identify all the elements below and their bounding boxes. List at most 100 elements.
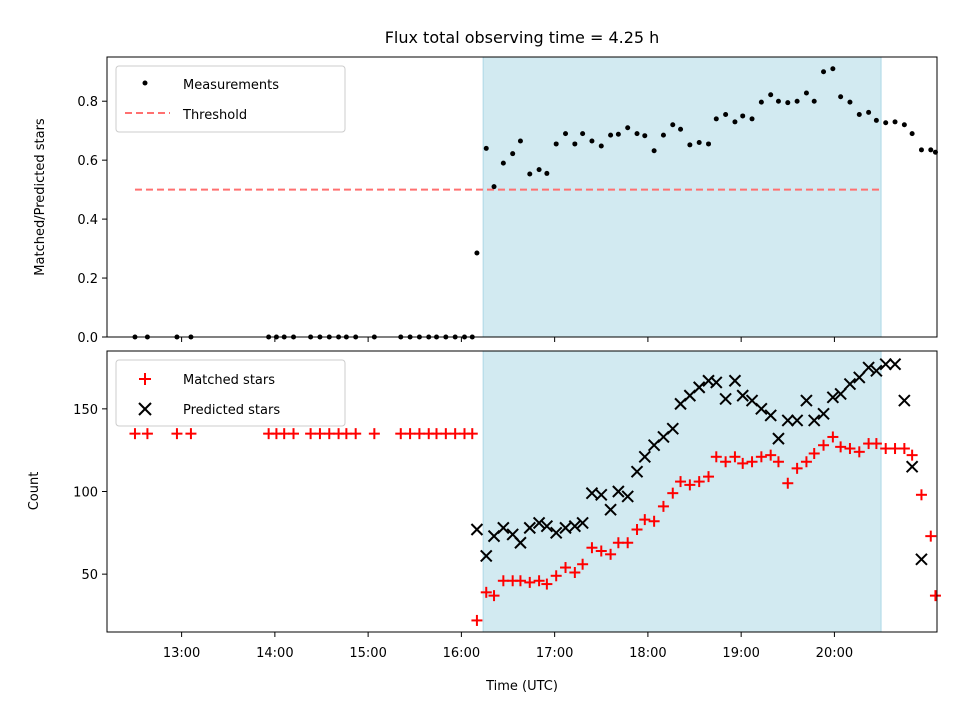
matched-star-point (693, 476, 705, 488)
legend-threshold-label: Threshold (182, 108, 247, 123)
measurement-point (625, 125, 631, 131)
matched-stars-series (129, 428, 941, 626)
measurement-point (740, 113, 746, 119)
predicted-star-point (621, 490, 634, 503)
predicted-star-point (532, 516, 546, 530)
matched-star-point (288, 428, 300, 440)
measurement-point (909, 131, 915, 137)
measurement-point (723, 111, 729, 117)
predicted-star-point (595, 488, 608, 502)
matched-star-point (667, 487, 679, 499)
matched-star-point (278, 428, 290, 440)
predicted-star-point (915, 553, 928, 566)
bottom-legend-box (115, 359, 346, 427)
predicted-star-point (843, 377, 857, 391)
matched-star-point (404, 428, 416, 440)
matched-star-point (612, 537, 624, 549)
matched-star-point (466, 428, 478, 440)
predicted-star-point (817, 407, 830, 421)
measurement-point (758, 99, 764, 105)
matched-star-point (772, 456, 784, 468)
top-y-axis-label: Matched/Predicted stars (33, 118, 48, 276)
predicted-star-point (800, 394, 813, 407)
matched-star-point (605, 548, 617, 560)
predicted-star-point (764, 409, 777, 422)
measurement-point (474, 250, 480, 256)
matched-star-point (835, 441, 847, 453)
bottom-y-ticks: 50 100 150 (73, 403, 107, 583)
x-tick-label: 17:00 (536, 646, 573, 661)
y-tick-label: 100 (73, 486, 98, 501)
matched-star-point (782, 477, 794, 489)
matched-star-point (765, 449, 777, 461)
matched-star-point (431, 428, 443, 440)
predicted-star-point (568, 520, 582, 533)
predicted-star-point (630, 465, 644, 478)
x-tick-label: 15:00 (349, 646, 386, 661)
measurement-point (830, 66, 836, 72)
predicted-star-point (862, 361, 875, 374)
predicted-star-point (514, 536, 527, 549)
predicted-star-point (480, 549, 493, 563)
measurement-point (706, 141, 712, 147)
y-tick-label: 0.0 (77, 331, 98, 346)
measurement-point (634, 131, 640, 137)
matched-star-point (368, 428, 380, 440)
matched-star-point (844, 443, 856, 455)
measurement-point (866, 109, 872, 115)
predicted-star-point (728, 374, 742, 387)
bottom-legend: Matched stars Predicted stars (115, 359, 346, 427)
measurement-point (713, 116, 719, 122)
matched-star-point (488, 590, 500, 602)
predicted-star-point (898, 394, 911, 407)
bottom-x-ticks: 13:00 14:00 15:00 16:00 17:00 18:00 19:00 20:00 (163, 632, 853, 661)
matched-star-point (541, 578, 553, 590)
predicted-star-point (719, 392, 732, 406)
matched-star-point (550, 570, 562, 582)
matched-star-point (622, 537, 634, 549)
chart-title: Flux total observing time = 4.25 h (385, 28, 660, 47)
matched-star-point (141, 428, 153, 440)
measurement-point (615, 131, 621, 137)
top-panel: 0.00.20.40.60.8 Matched/Predicted stars … (33, 56, 938, 346)
measurement-point (580, 131, 586, 137)
predicted-star-point (576, 516, 589, 530)
measurement-point (527, 171, 533, 177)
matched-star-point (350, 428, 362, 440)
top-y-ticks: 0.0 0.2 0.4 0.6 0.8 (77, 95, 107, 346)
matched-star-point (648, 515, 660, 527)
measurement-point (883, 120, 889, 126)
measurement-point (491, 184, 497, 190)
measurement-point (572, 141, 578, 147)
predicted-star-point (781, 414, 794, 427)
bottom-shaded-span (482, 350, 882, 633)
top-x-ticks (181, 337, 835, 342)
y-tick-label: 0.2 (77, 272, 98, 287)
y-tick-label: 0.4 (77, 213, 98, 228)
predicted-star-point (834, 387, 847, 401)
legend-matched-marker (139, 373, 151, 385)
x-tick-label: 20:00 (816, 646, 853, 661)
measurement-point (651, 148, 657, 154)
matched-star-point (657, 500, 669, 512)
measurement-point (483, 145, 489, 151)
measurement-point (608, 132, 614, 138)
matched-star-point (497, 575, 509, 587)
measurement-point (732, 119, 738, 125)
measurement-point (696, 139, 702, 145)
legend-predicted-marker (138, 402, 152, 416)
measurement-point (500, 160, 506, 166)
matched-star-point (524, 576, 536, 588)
predicted-star-point (772, 432, 785, 445)
matched-star-point (171, 428, 183, 440)
matched-star-point (440, 428, 452, 440)
predicted-star-point (905, 460, 919, 473)
legend-predicted-label: Predicted stars (183, 403, 280, 418)
predicted-star-point (666, 422, 679, 435)
x-tick-label: 18:00 (629, 646, 666, 661)
matched-star-point (898, 443, 910, 455)
matched-star-point (720, 456, 732, 468)
y-tick-label: 0.8 (77, 95, 98, 110)
y-tick-label: 150 (73, 403, 98, 418)
measurement-point (928, 147, 934, 153)
